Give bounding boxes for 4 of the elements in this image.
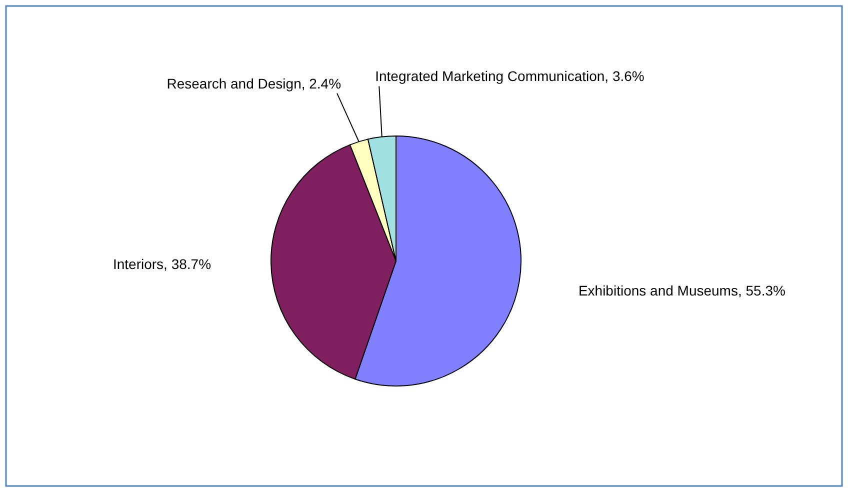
slice-label: Integrated Marketing Communication, 3.6% xyxy=(375,68,644,84)
slice-label: Interiors, 38.7% xyxy=(112,256,212,272)
slice-label: Research and Design, 2.4% xyxy=(166,75,342,92)
slice-label: Exhibitions and Museums, 55.3% xyxy=(578,282,786,299)
